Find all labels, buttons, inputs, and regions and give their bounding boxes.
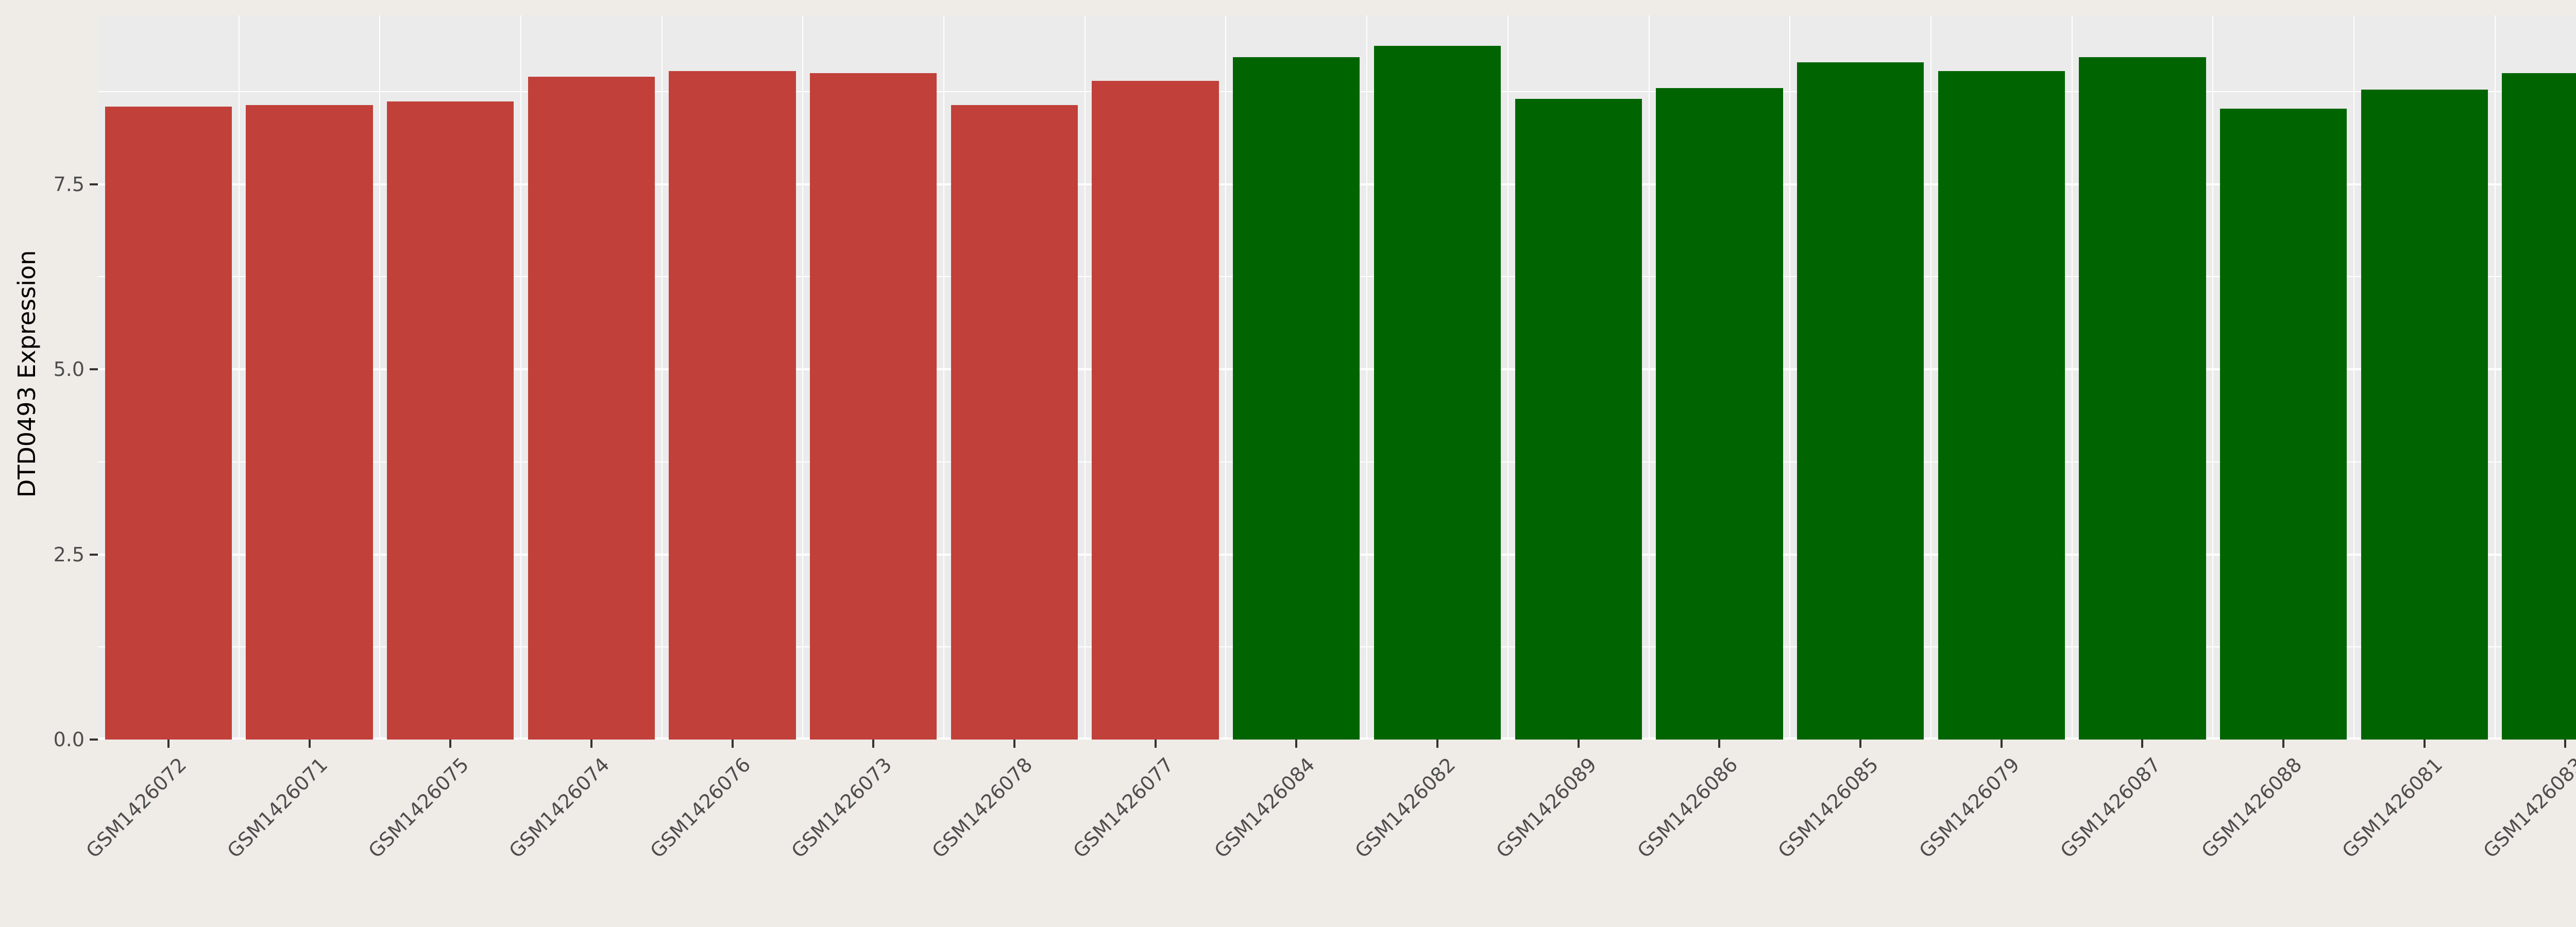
x-axis-tick — [308, 740, 311, 748]
bar-GSM1426087 — [2079, 57, 2206, 740]
gridline-minor-vertical — [1507, 15, 1509, 740]
x-axis-tick — [1436, 740, 1438, 748]
bar-GSM1426075 — [387, 101, 514, 740]
x-axis-tick-label: GSM1426074 — [504, 753, 614, 863]
gridline-minor-vertical — [2353, 15, 2354, 740]
x-axis-tick-label: GSM1426075 — [364, 753, 473, 863]
bar-GSM1426083 — [2502, 73, 2576, 740]
x-axis-tick-label: GSM1426078 — [927, 753, 1037, 863]
x-axis-tick — [1577, 740, 1580, 748]
bar-GSM1426074 — [528, 77, 655, 740]
x-axis-tick — [731, 740, 734, 748]
gridline-minor-vertical — [1789, 15, 1791, 740]
x-axis-tick-label: GSM1426079 — [1914, 753, 2024, 863]
bar-GSM1426086 — [1656, 88, 1783, 740]
y-axis-tick — [90, 183, 98, 185]
bar-GSM1426076 — [669, 71, 796, 740]
x-axis-tick — [2423, 740, 2426, 748]
x-axis-tick-label: GSM1426083 — [2479, 753, 2576, 863]
x-axis-tick — [2000, 740, 2003, 748]
gridline-minor-vertical — [2494, 15, 2496, 740]
y-axis-tick — [90, 739, 98, 741]
gridline-minor-vertical — [661, 15, 663, 740]
x-axis-tick-label: GSM1426073 — [787, 753, 896, 863]
y-axis-tick-label: 0.0 — [53, 728, 84, 751]
x-axis-tick-label: GSM1426082 — [1350, 753, 1460, 863]
gridline-minor-vertical — [1648, 15, 1650, 740]
gridline-minor-vertical — [238, 15, 240, 740]
x-axis-tick — [1718, 740, 1721, 748]
x-axis-tick — [1013, 740, 1015, 748]
gridline-minor-vertical — [802, 15, 804, 740]
gridline-minor-vertical — [2071, 15, 2073, 740]
x-axis-tick-label: GSM1426088 — [2196, 753, 2306, 863]
bar-GSM1426079 — [1938, 71, 2065, 740]
gridline-minor-vertical — [943, 15, 945, 740]
x-axis-tick — [2564, 740, 2567, 748]
x-axis-tick — [590, 740, 592, 748]
x-axis-tick-label: GSM1426072 — [81, 753, 191, 863]
x-axis-tick — [1295, 740, 1298, 748]
y-axis-tick — [90, 553, 98, 556]
bar-GSM1426088 — [2219, 109, 2347, 740]
gridline-minor-vertical — [1225, 15, 1227, 740]
y-axis-tick-label: 5.0 — [53, 358, 84, 381]
x-axis-tick — [1154, 740, 1157, 748]
gridline-minor-vertical — [1084, 15, 1086, 740]
gridline-minor-vertical — [520, 15, 522, 740]
x-axis-tick — [2141, 740, 2144, 748]
x-axis-tick-label: GSM1426077 — [1069, 753, 1178, 863]
bar-GSM1426073 — [810, 73, 937, 740]
x-axis-tick — [2282, 740, 2285, 748]
y-axis-tick — [90, 368, 98, 371]
x-axis-tick-label: GSM1426087 — [2056, 753, 2165, 863]
gridline-minor-vertical — [2212, 15, 2214, 740]
x-axis-tick-label: GSM1426086 — [1633, 753, 1742, 863]
x-axis-tick-label: GSM1426084 — [1210, 753, 1319, 863]
bar-GSM1426077 — [1092, 80, 1219, 740]
x-axis-tick-label: GSM1426076 — [646, 753, 755, 863]
bar-GSM1426089 — [1515, 99, 1642, 740]
x-axis-tick-label: GSM1426089 — [1492, 753, 1601, 863]
y-axis-tick-label: 7.5 — [53, 173, 84, 196]
gridline-minor-vertical — [379, 15, 381, 740]
gridline-minor-vertical — [1366, 15, 1368, 740]
x-axis-tick-label: GSM1426081 — [2337, 753, 2447, 863]
bar-GSM1426081 — [2361, 89, 2488, 740]
bar-GSM1426072 — [105, 106, 232, 740]
bar-GSM1426071 — [246, 105, 373, 740]
x-axis-tick-label: GSM1426085 — [1773, 753, 1883, 863]
bar-GSM1426078 — [951, 105, 1078, 740]
gridline-minor-vertical — [1930, 15, 1931, 740]
bar-GSM1426082 — [1374, 45, 1501, 740]
x-axis-tick — [449, 740, 452, 748]
bar-GSM1426084 — [1233, 57, 1360, 740]
x-axis-tick — [872, 740, 875, 748]
x-axis-tick — [1859, 740, 1862, 748]
bar-GSM1426085 — [1797, 62, 1924, 740]
y-axis-tick-label: 2.5 — [53, 543, 84, 566]
x-axis-tick — [167, 740, 170, 748]
x-axis-tick-label: GSM1426071 — [223, 753, 332, 863]
plot-panel — [98, 15, 2576, 740]
